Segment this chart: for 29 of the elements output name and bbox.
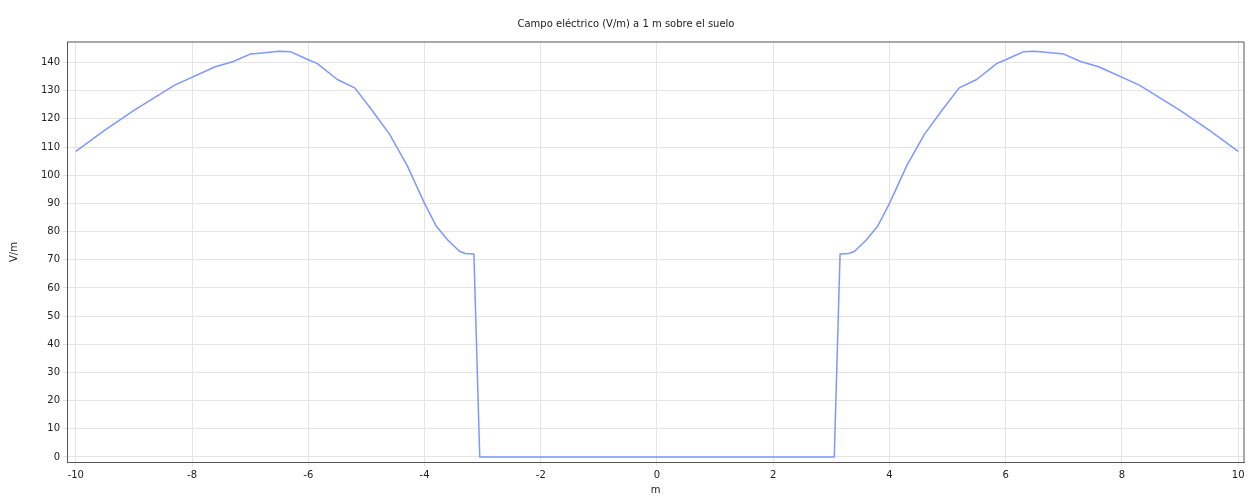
x-tick-label: 8 — [1118, 468, 1126, 480]
x-tick-label: 6 — [1002, 468, 1009, 480]
x-tick-label: -4 — [419, 468, 430, 480]
y-tick-label: 90 — [47, 197, 61, 208]
x-tick-label: -6 — [303, 468, 314, 480]
y-tick-label: 110 — [40, 140, 61, 152]
y-tick-label: 70 — [47, 253, 61, 265]
y-tick-label: 30 — [47, 366, 61, 378]
x-axis-title: m — [650, 483, 661, 495]
y-tick-label: 60 — [47, 281, 61, 293]
y-tick-label: 140 — [40, 56, 61, 68]
y-tick-label: 50 — [47, 309, 61, 321]
y-tick-label: 0 — [53, 450, 61, 462]
y-tick-label: 100 — [40, 168, 61, 180]
x-tick-label: 0 — [653, 468, 661, 480]
y-axis-title: V/m — [7, 242, 19, 262]
chart-title: Campo eléctrico (V/m) a 1 m sobre el suelo — [517, 17, 735, 29]
x-tick-label: -8 — [187, 468, 198, 480]
x-tick-label: 10 — [1231, 468, 1245, 480]
x-tick-label: 2 — [770, 468, 777, 480]
y-tick-label: 130 — [40, 84, 61, 96]
y-tick-label: 80 — [47, 225, 61, 237]
y-tick-label: 20 — [47, 394, 61, 406]
y-tick-label: 120 — [40, 112, 61, 124]
y-tick-label: 40 — [47, 337, 61, 349]
x-tick-label: -10 — [67, 468, 84, 480]
y-tick-label: 10 — [47, 422, 61, 434]
x-tick-label: 4 — [886, 468, 893, 480]
x-tick-label: -2 — [535, 468, 546, 480]
